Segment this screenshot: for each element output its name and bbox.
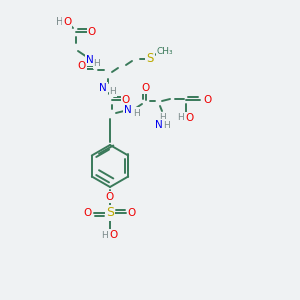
- Text: H: H: [94, 58, 100, 68]
- Text: O: O: [122, 95, 130, 105]
- Text: S: S: [146, 52, 154, 64]
- Text: H: H: [133, 109, 140, 118]
- Text: O: O: [128, 208, 136, 218]
- Text: N: N: [99, 83, 107, 93]
- Text: O: O: [84, 208, 92, 218]
- Text: H: H: [56, 17, 64, 27]
- Text: H: H: [102, 230, 108, 239]
- Text: S: S: [106, 206, 114, 220]
- Text: O: O: [203, 95, 211, 105]
- Text: N: N: [155, 120, 163, 130]
- Text: O: O: [142, 83, 150, 93]
- Text: H: H: [164, 121, 170, 130]
- Text: H: H: [178, 113, 184, 122]
- Text: O: O: [106, 192, 114, 202]
- Text: H: H: [159, 113, 165, 122]
- Text: CH₃: CH₃: [157, 47, 173, 56]
- Text: N: N: [86, 55, 94, 65]
- Text: O: O: [63, 17, 71, 27]
- Text: O: O: [109, 230, 117, 240]
- Text: O: O: [78, 61, 86, 71]
- Text: O: O: [185, 113, 193, 123]
- Text: N: N: [124, 105, 132, 115]
- Text: H: H: [110, 86, 116, 95]
- Text: O: O: [88, 27, 96, 37]
